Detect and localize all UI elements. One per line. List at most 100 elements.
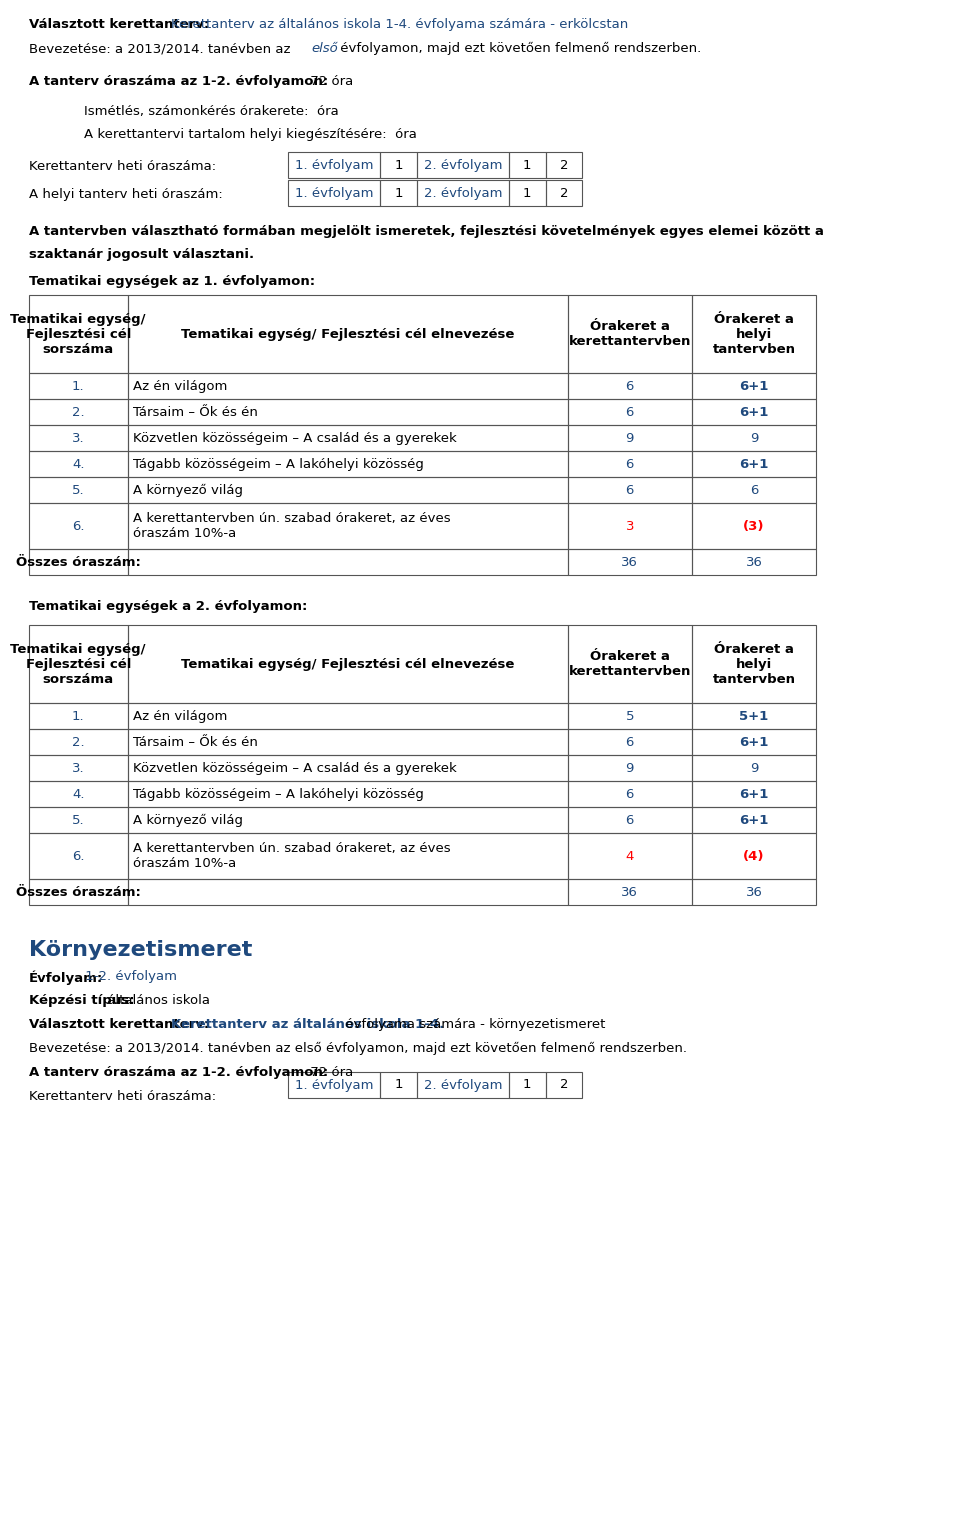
Bar: [288, 152, 380, 178]
Bar: [29, 729, 128, 755]
Text: 1: 1: [523, 1079, 532, 1091]
Bar: [128, 372, 567, 398]
Bar: [567, 781, 692, 807]
Text: Kerettanterv az általános iskola 1-4. évfolyama számára - erkölcstan: Kerettanterv az általános iskola 1-4. év…: [171, 18, 629, 31]
Bar: [567, 502, 692, 548]
Bar: [692, 781, 816, 807]
Text: 4: 4: [626, 850, 634, 863]
Text: A kerettantervi tartalom helyi kiegészítésére:  óra: A kerettantervi tartalom helyi kiegészít…: [84, 129, 417, 141]
Bar: [692, 807, 816, 833]
Bar: [692, 703, 816, 729]
Bar: [692, 879, 816, 905]
Text: 36: 36: [746, 885, 762, 898]
Text: Tágabb közösségeim – A lakóhelyi közösség: Tágabb közösségeim – A lakóhelyi közössé…: [133, 787, 424, 801]
Bar: [29, 424, 128, 450]
Bar: [128, 781, 567, 807]
Text: Összes óraszám:: Összes óraszám:: [15, 556, 140, 568]
Bar: [692, 729, 816, 755]
Bar: [29, 703, 128, 729]
Text: 1-2. évfolyam: 1-2. évfolyam: [81, 970, 177, 984]
Bar: [545, 1072, 583, 1098]
Text: 1.: 1.: [72, 380, 84, 392]
Text: évfolyamon, majd ezt követően felmenő rendszerben.: évfolyamon, majd ezt követően felmenő re…: [336, 41, 701, 55]
Bar: [128, 476, 567, 502]
Text: 2. évfolyam: 2. évfolyam: [423, 1079, 502, 1091]
Text: 1: 1: [395, 1079, 402, 1091]
Bar: [692, 755, 816, 781]
Text: 6: 6: [626, 406, 634, 418]
Bar: [567, 879, 692, 905]
Text: szaktanár jogosult választani.: szaktanár jogosult választani.: [29, 248, 253, 260]
Bar: [128, 755, 567, 781]
Text: 6+1: 6+1: [739, 787, 769, 801]
Bar: [692, 548, 816, 574]
Text: Tematikai egység/ Fejlesztési cél elnevezése: Tematikai egység/ Fejlesztési cél elneve…: [181, 657, 515, 671]
Bar: [29, 781, 128, 807]
Bar: [128, 729, 567, 755]
Text: 1. évfolyam: 1. évfolyam: [295, 158, 373, 172]
Bar: [567, 755, 692, 781]
Bar: [29, 450, 128, 476]
Bar: [29, 807, 128, 833]
Bar: [692, 372, 816, 398]
Bar: [567, 807, 692, 833]
Text: Órakeret a
helyi
tantervben: Órakeret a helyi tantervben: [712, 313, 796, 355]
Bar: [128, 625, 567, 703]
Text: Az én világom: Az én világom: [133, 380, 228, 392]
Text: Választott kerettanterv:: Választott kerettanterv:: [29, 18, 213, 31]
Text: évfolyama számára - környezetismeret: évfolyama számára - környezetismeret: [342, 1017, 606, 1031]
Bar: [692, 833, 816, 879]
Text: Társaim – Ők és én: Társaim – Ők és én: [133, 735, 258, 749]
Bar: [29, 548, 128, 574]
Bar: [380, 179, 417, 205]
Bar: [692, 398, 816, 424]
Text: 6.: 6.: [72, 850, 84, 863]
Bar: [29, 398, 128, 424]
Text: Órakeret a
helyi
tantervben: Órakeret a helyi tantervben: [712, 642, 796, 685]
Bar: [567, 833, 692, 879]
Text: Bevezetése: a 2013/2014. tanévben az első évfolyamon, majd ezt követően felmenő : Bevezetése: a 2013/2014. tanévben az els…: [29, 1042, 686, 1056]
Text: 1.: 1.: [72, 709, 84, 723]
Text: 1: 1: [395, 187, 402, 199]
Text: 2: 2: [560, 158, 568, 172]
Bar: [128, 296, 567, 372]
Text: Képzési típus:: Képzési típus:: [29, 994, 134, 1007]
Bar: [128, 703, 567, 729]
Bar: [128, 807, 567, 833]
Bar: [567, 372, 692, 398]
Text: 6+1: 6+1: [739, 813, 769, 826]
Bar: [29, 833, 128, 879]
Text: 36: 36: [746, 556, 762, 568]
Bar: [692, 424, 816, 450]
Bar: [417, 179, 509, 205]
Bar: [29, 296, 128, 372]
Text: Ismétlés, számonkérés órakerete:  óra: Ismétlés, számonkérés órakerete: óra: [84, 106, 339, 118]
Bar: [567, 548, 692, 574]
Bar: [288, 1072, 380, 1098]
Text: Tematikai egység/
Fejlesztési cél
sorszáma: Tematikai egység/ Fejlesztési cél sorszá…: [11, 313, 146, 355]
Text: 3.: 3.: [72, 761, 84, 775]
Text: A tantervben választható formában megjelölt ismeretek, fejlesztési követelmények: A tantervben választható formában megjel…: [29, 225, 824, 237]
Bar: [29, 476, 128, 502]
Text: A környező világ: A környező világ: [133, 484, 244, 496]
Bar: [29, 372, 128, 398]
Text: 36: 36: [621, 556, 638, 568]
Text: Környezetismeret: Környezetismeret: [29, 941, 252, 961]
Text: 6: 6: [626, 735, 634, 749]
Text: Tágabb közösségeim – A lakóhelyi közösség: Tágabb közösségeim – A lakóhelyi közössé…: [133, 458, 424, 470]
Text: 4.: 4.: [72, 458, 84, 470]
Text: 2. évfolyam: 2. évfolyam: [423, 187, 502, 199]
Text: 72 óra: 72 óra: [306, 75, 353, 87]
Bar: [417, 1072, 509, 1098]
Bar: [128, 833, 567, 879]
Bar: [29, 755, 128, 781]
Bar: [567, 703, 692, 729]
Bar: [567, 398, 692, 424]
Text: 5.: 5.: [72, 813, 84, 826]
Bar: [288, 179, 380, 205]
Text: A környező világ: A környező világ: [133, 813, 244, 827]
Text: 9: 9: [750, 432, 758, 444]
Text: 6: 6: [626, 484, 634, 496]
Text: 2.: 2.: [72, 735, 84, 749]
Text: 6+1: 6+1: [739, 380, 769, 392]
